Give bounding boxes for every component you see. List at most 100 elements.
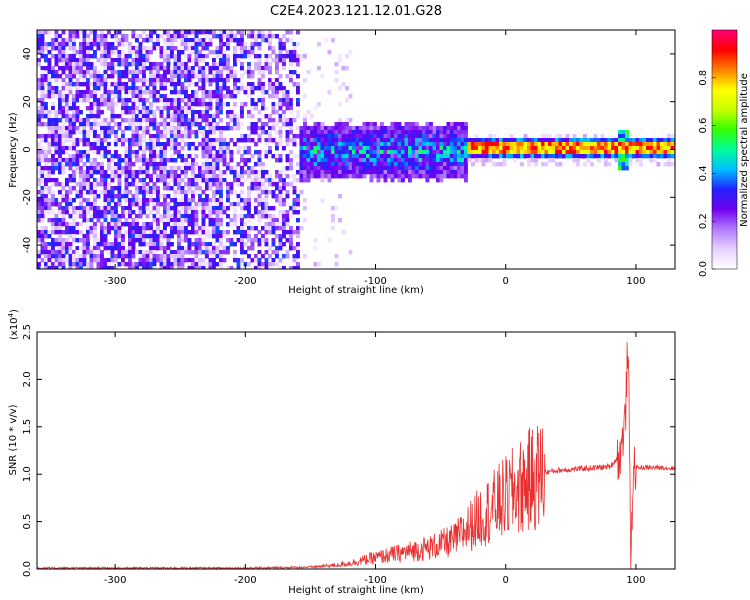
spectrogram-cell [222,146,227,151]
spectrogram-cell [173,174,178,179]
spectrogram-cell [250,90,255,95]
spectrogram-cell [194,118,199,123]
spectrogram-cell [471,142,475,147]
spectrogram-cell [79,62,83,67]
spectrogram-cell [425,174,430,179]
spectrogram-cell [138,210,143,215]
spectrogram-cell [93,198,97,203]
spectrogram-cell [628,158,633,163]
spectrogram-cell [61,62,66,67]
spectrogram-cell [579,154,584,159]
spectrogram-cell [40,114,45,119]
spectrogram-cell [569,138,573,143]
spectrogram-cell [152,250,157,255]
spectrogram-cell [65,74,69,79]
spectrogram-cell [429,158,433,163]
spectrogram-cell [257,134,262,139]
spectrogram-cell [58,242,62,247]
spectrogram-cell [40,78,45,83]
spectrogram-cell [439,178,444,183]
spectrogram-cell [240,170,244,175]
spectrogram-cell [194,58,199,63]
spectrogram-cell [296,58,300,63]
spectrogram-cell [667,138,671,143]
spectrogram-cell [138,134,143,139]
spectrogram-cell [208,250,213,255]
spectrogram-cell [233,122,237,127]
spectrogram-cell [296,210,300,215]
spectrogram-cell [254,142,258,147]
spectrogram-cell [338,122,342,127]
spectrogram-cell [44,154,48,159]
spectrogram-cell [177,34,181,39]
spectrogram-cell [331,158,335,163]
spectrogram-cell [205,186,209,191]
spectrogram-cell [180,258,185,263]
spectrogram-cell [236,46,241,51]
spectrogram-cell [152,90,157,95]
spectrogram-cell [394,162,398,167]
spectrogram-cell [194,42,199,47]
spectrogram-cell [65,62,69,67]
spectrogram-cell [131,82,136,87]
spectrogram-cell [44,138,48,143]
spectrogram-cell [397,174,402,179]
spectrogram-cell [236,54,241,59]
spectrogram-cell [642,138,647,143]
spectrogram-cell [159,238,164,243]
spectrogram-cell [166,110,171,115]
spectrogram-cell [376,154,381,159]
spectrogram-cell [667,146,671,151]
spectrogram-cell [135,34,139,39]
spectrogram-cell [453,174,458,179]
spectrogram-cell [257,186,262,191]
spectrogram-cell [44,226,48,231]
spectrogram-cell [75,138,80,143]
spectrogram-cell [58,170,62,175]
spectrogram-cell [86,166,90,171]
spectrogram-cell [394,170,398,175]
spectrogram-cell [166,222,171,227]
spectrogram-cell [135,46,139,51]
spectrogram-cell [170,198,174,203]
spectrogram-cell [51,54,55,59]
spectrogram-cell [278,170,283,175]
spectrogram-x-axis-label: Height of straight line (km) [288,285,424,296]
spectrogram-cell [159,218,164,223]
spectrogram-cell [180,154,185,159]
spectrogram-cell [285,154,290,159]
spectrogram-cell [142,54,146,59]
spectrogram-cell [177,102,181,107]
spectrogram-cell [51,90,55,95]
spectrogram-cell [362,170,367,175]
spectrogram-cell [457,122,461,127]
spectrogram-cell [257,250,262,255]
spectrogram-cell [61,146,66,151]
spectrogram-cell [103,126,108,131]
spectrogram-cell [520,162,524,167]
spectrogram-cell [93,146,97,151]
spectrogram-cell [562,154,566,159]
spectrogram-cell [173,62,178,67]
spectrogram-cell [471,146,475,151]
spectrogram-cell [208,186,213,191]
spectrogram-cell [54,178,59,183]
spectrogram-cell [135,266,139,269]
spectrogram-cell [334,162,339,167]
spectrogram-cell [177,202,181,207]
spectrogram-cell [159,118,164,123]
spectrogram-cell [86,82,90,87]
spectrogram-cell [268,226,272,231]
spectrogram-cell [61,262,66,267]
spectrogram-cell [488,138,493,143]
spectrogram-cell [474,138,479,143]
spectrogram-cell [37,190,41,195]
spectrogram-cell [117,38,122,43]
spectrogram-cell [110,190,115,195]
spectrogram-cell [135,94,139,99]
spectrogram-cell [131,230,136,235]
spectrogram-cell [89,166,94,171]
spectrogram-cell [180,262,185,267]
spectrogram-cell [523,146,528,151]
spectrogram-cell [632,154,636,159]
